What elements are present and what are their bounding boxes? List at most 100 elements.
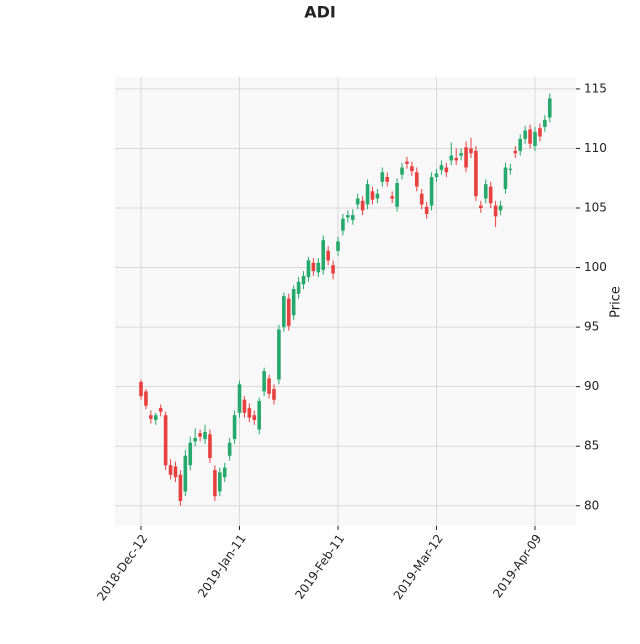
candle-body [208,434,212,459]
candle-body [282,296,286,328]
candle-body [257,400,261,430]
candle-body [222,467,227,478]
candle-body [479,205,483,209]
candle-body [306,260,311,278]
candle-body [405,161,409,164]
candle-body [237,384,242,413]
candle-body [365,184,370,205]
candle-body [247,408,252,418]
candle-body [350,215,355,220]
candle-body [277,329,281,380]
candle-body [547,98,552,118]
candle-body [331,265,335,274]
candle-body [375,193,380,199]
candle-body [380,172,385,182]
x-tick-label: 2019-Apr-09 [490,532,544,601]
candle-body [410,166,414,172]
candle-body [301,275,306,285]
y-tick-label: 100 [584,260,607,274]
y-tick-label: 105 [584,201,607,215]
candle-body [493,205,498,217]
candle-body [139,381,143,397]
y-tick-label: 80 [584,498,599,512]
candle-body [533,131,537,147]
candle-body [262,371,266,392]
chart-title: ADI [304,3,336,22]
candle-body [464,147,468,168]
candle-body [355,198,360,205]
candle-body [415,172,419,187]
candle-body [498,205,503,211]
y-tick-label: 95 [584,320,599,334]
candle-body [316,262,321,273]
x-tick-label: 2019-Jan-11 [195,532,249,600]
candle-body [385,177,390,182]
candle-body [444,167,449,173]
candle-body [144,391,148,406]
candle-body [429,177,434,206]
candle-body [439,165,444,170]
candle-body [390,196,394,199]
candle-body [183,455,188,492]
candle-body [178,474,183,501]
y-axis-label: Price [609,286,624,318]
candle-body [518,138,523,151]
candle-body [213,470,217,497]
candle-body [149,415,153,419]
x-tick-label: 2019-Mar-12 [391,532,446,603]
candle-body [449,155,454,161]
candle-body [286,298,291,326]
candle-body [158,408,163,412]
candle-body [326,250,330,261]
x-tick-label: 2019-Feb-11 [292,532,347,602]
candle-body [419,193,424,205]
candle-body [203,431,207,440]
candle-body [370,191,375,200]
y-tick-label: 85 [584,439,599,453]
candle-body [488,186,493,204]
candle-body [360,200,365,211]
candle-body [267,378,271,394]
candle-body [168,465,173,475]
candle-body [193,437,197,442]
candle-body [483,184,488,199]
candle-body [311,262,316,272]
candle-body [227,442,232,456]
candle-body [163,415,168,466]
candle-body [188,442,193,466]
candle-body [218,472,222,492]
y-tick-label: 110 [584,141,607,155]
candle-body [198,433,202,437]
candle-body [474,150,478,197]
candle-body [336,241,340,251]
candle-body [395,182,399,207]
candle-body [400,167,404,175]
candle-body [454,157,458,161]
candle-body [469,148,473,154]
y-tick-label: 90 [584,379,599,393]
candle-body [528,129,532,144]
x-tick-label: 2018-Dec-12 [94,532,150,604]
candle-body [296,281,301,294]
y-tick-label: 115 [584,81,607,95]
candle-body [291,288,296,316]
candle-body [508,168,513,170]
candle-body [341,218,345,231]
candle-body [459,153,463,156]
candle-body [272,389,276,400]
candle-body [321,240,326,270]
candle-body [242,399,247,413]
candle-body [523,130,527,139]
candle-body [434,173,439,178]
candle-body [503,167,508,189]
candle-body [346,215,350,218]
candle-body [513,150,518,154]
candle-body [538,128,542,137]
candle-body [153,415,158,421]
candle-body [252,415,257,421]
candle-body [424,206,429,214]
candle-body [173,466,178,478]
candle-body [543,119,547,128]
candle-body [232,415,237,440]
